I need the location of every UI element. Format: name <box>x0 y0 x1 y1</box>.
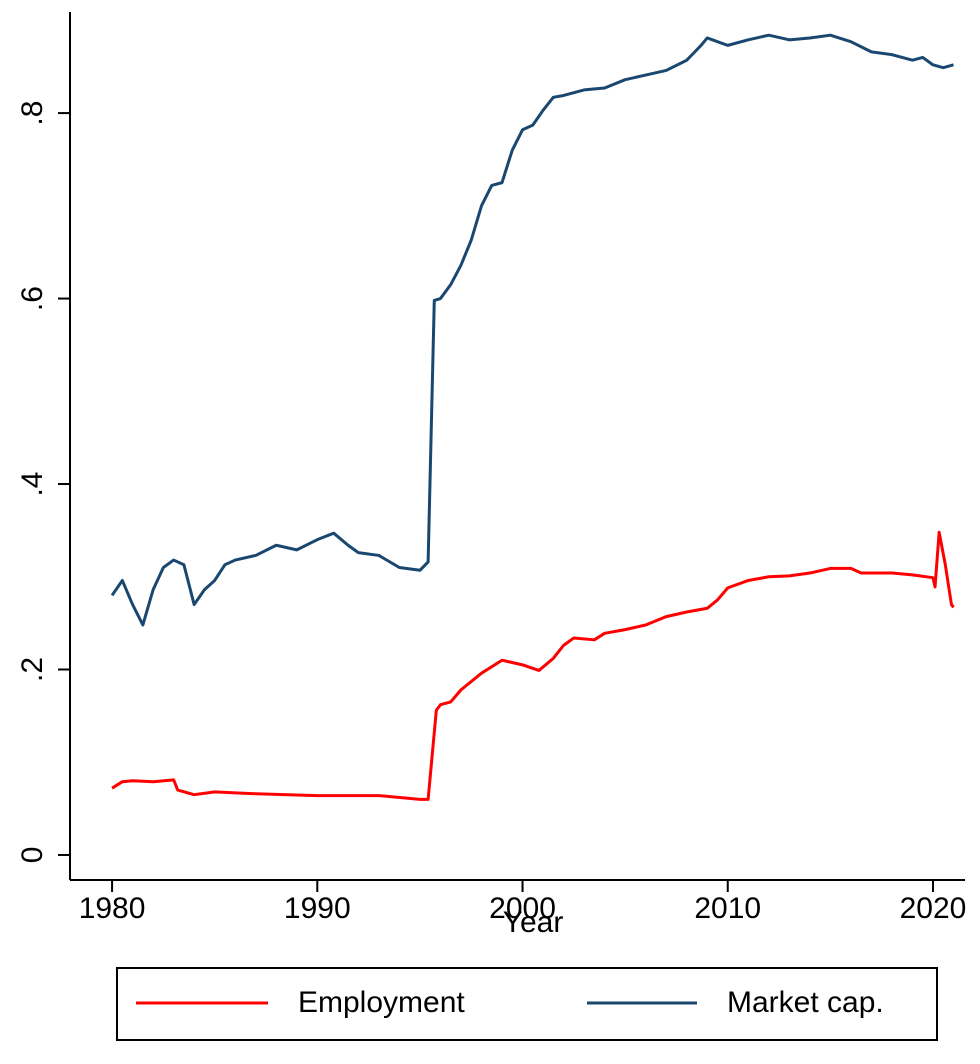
y-tick-label: .8 <box>16 101 49 126</box>
legend-label: Market cap. <box>727 986 884 1019</box>
x-tick-label: 2000 <box>489 892 556 925</box>
x-tick-label: 1990 <box>284 892 351 925</box>
y-tick-label: .6 <box>16 286 49 311</box>
y-tick-label: .4 <box>16 472 49 497</box>
x-tick-label: 2020 <box>900 892 967 925</box>
series-line <box>111 530 955 801</box>
x-tick-label: 1980 <box>79 892 146 925</box>
x-tick-label: 2010 <box>694 892 761 925</box>
legend-label: Employment <box>298 986 465 1019</box>
y-tick-label: 0 <box>16 847 49 864</box>
y-tick-label: .2 <box>16 657 49 682</box>
series-line <box>110 33 954 627</box>
x-axis-label: Year <box>503 906 564 939</box>
